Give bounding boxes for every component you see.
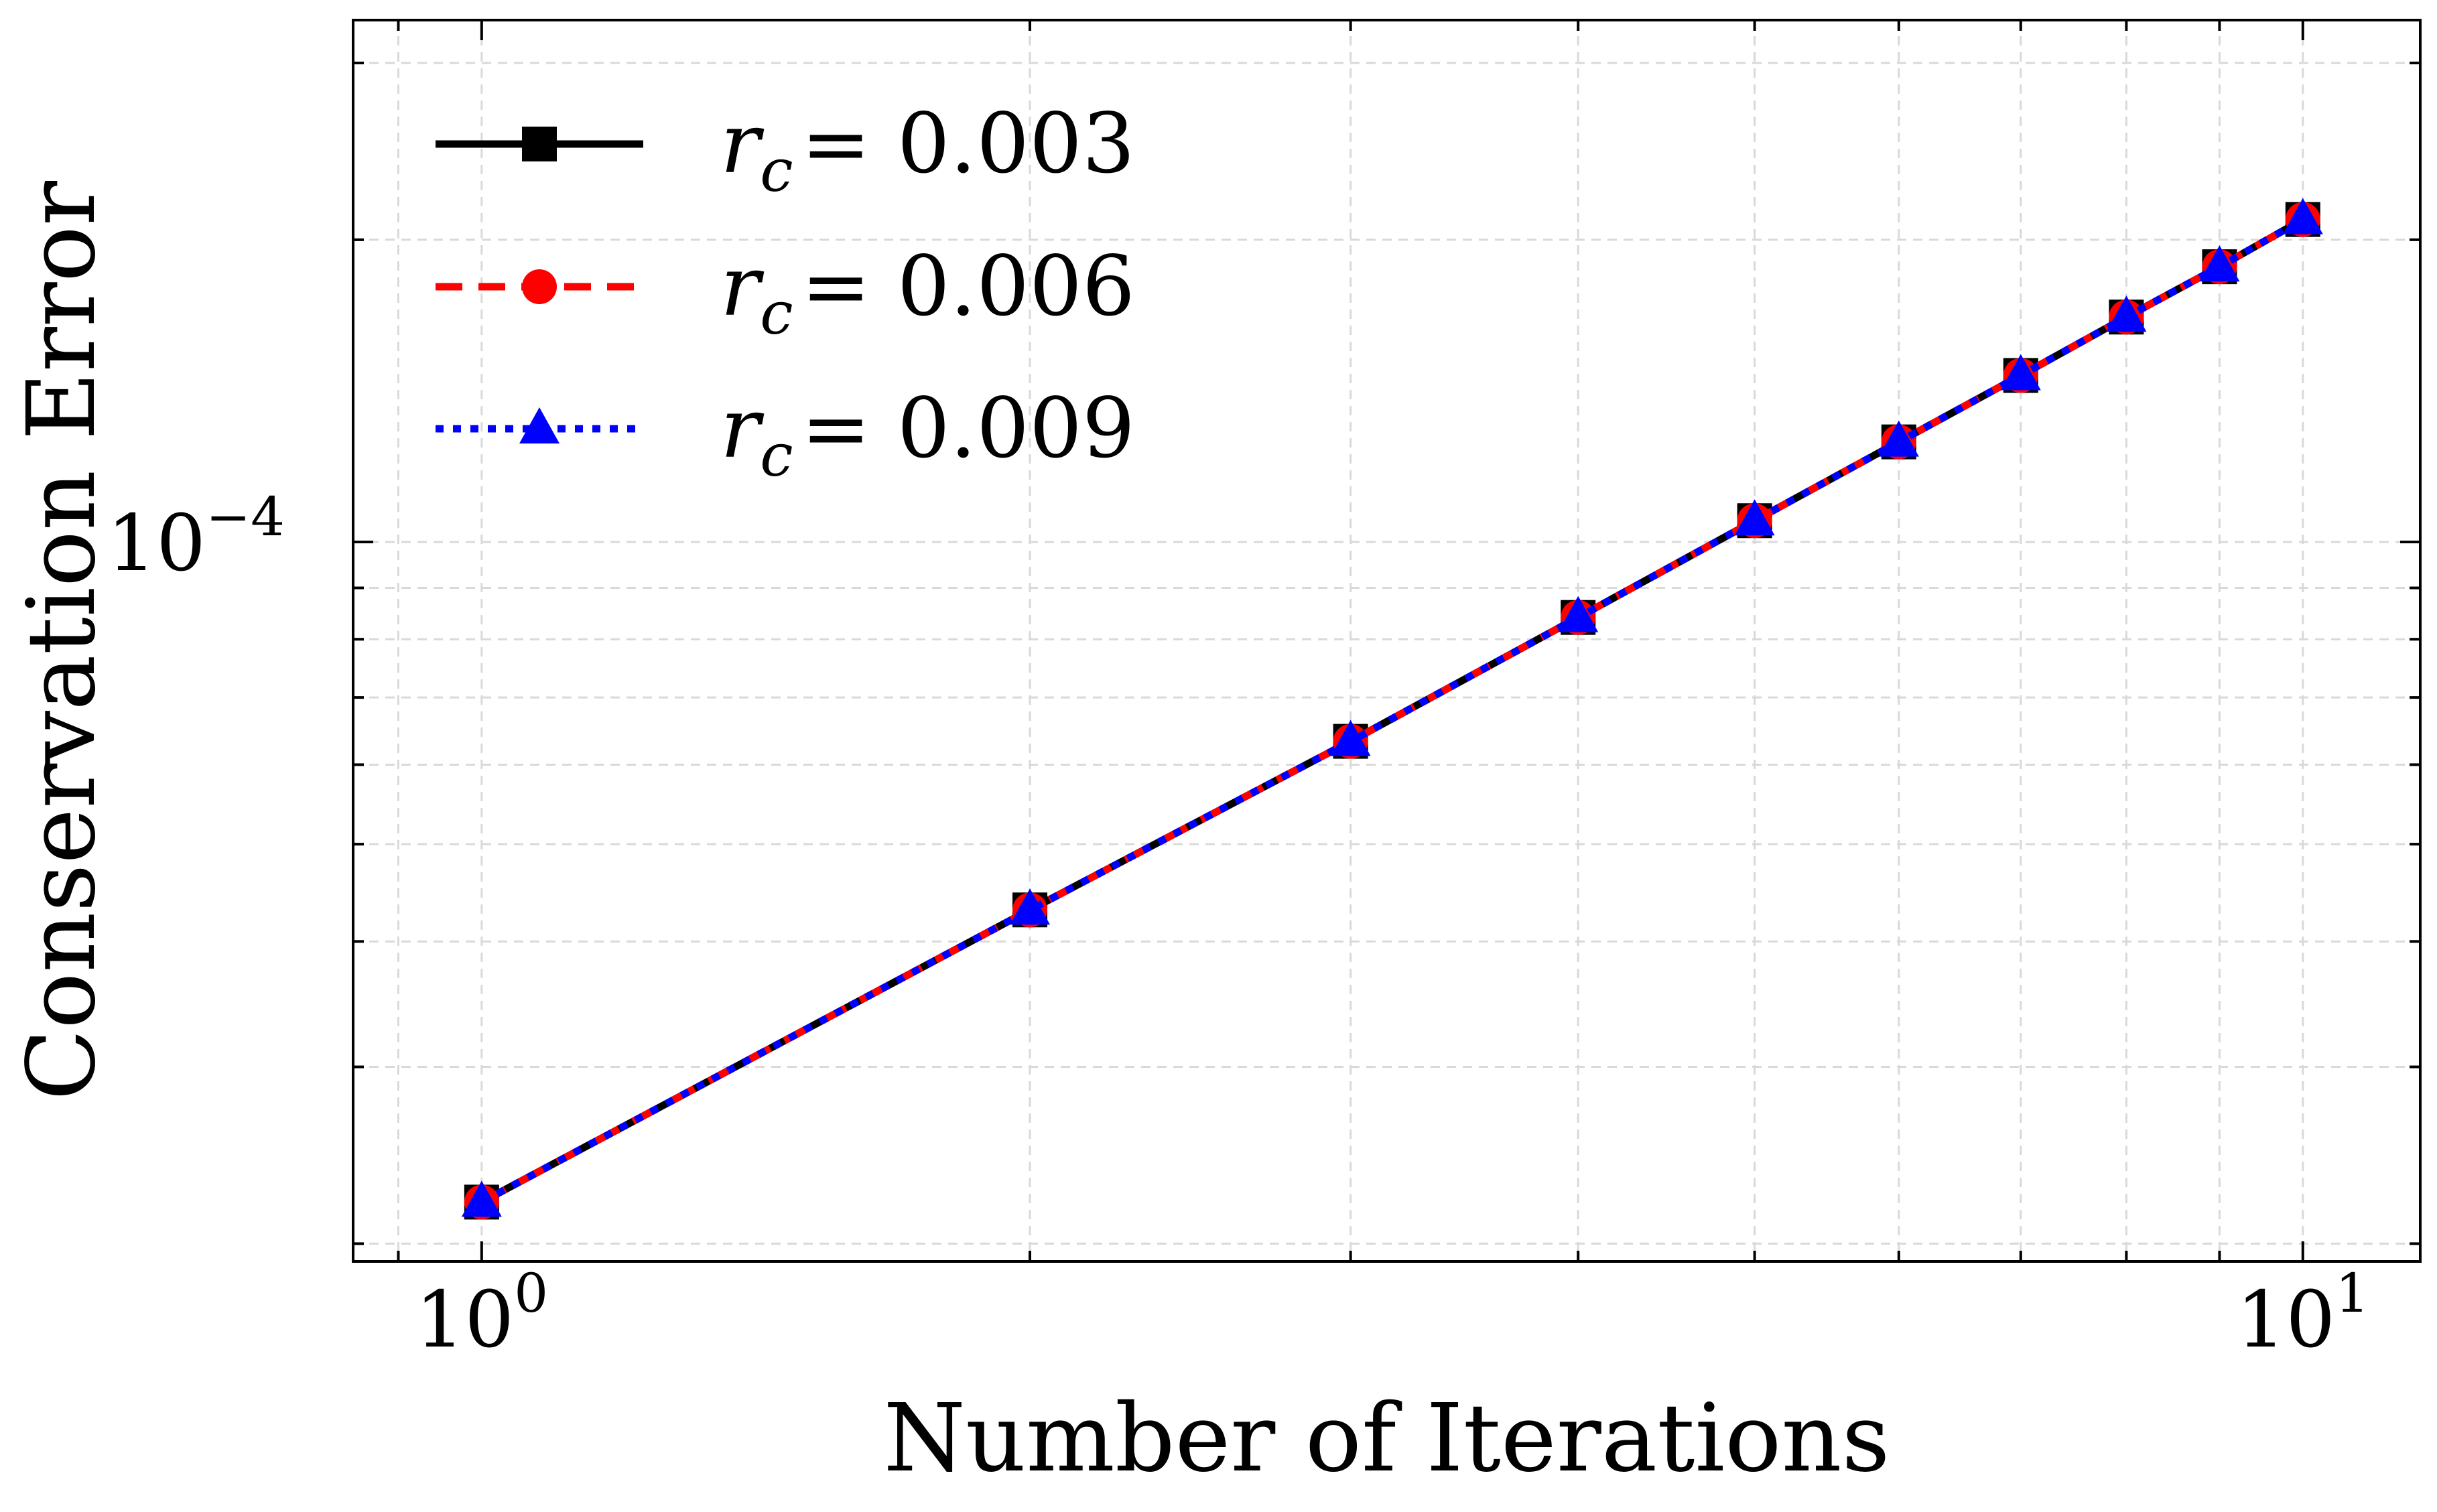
triangle-marker	[519, 407, 559, 443]
grid	[353, 20, 2420, 1261]
triangle-marker	[461, 1180, 502, 1217]
legend-label: rc= 0.003	[720, 96, 1135, 205]
triangle-marker	[1734, 499, 1775, 536]
series-2	[461, 198, 2323, 1217]
x-axis-label: Number of Iterations	[883, 1384, 1890, 1493]
series-layer	[461, 198, 2323, 1220]
circle-marker	[522, 269, 557, 304]
plot-frame	[352, 19, 2422, 1263]
y-tick-label: 10−4	[107, 486, 285, 589]
triangle-marker	[1330, 719, 1371, 756]
ticks	[353, 20, 2420, 1261]
legend: rc= 0.003 rc= 0.006 rc= 0.009	[436, 96, 1135, 490]
triangle-marker	[2106, 295, 2147, 332]
triangle-marker	[1558, 596, 1599, 632]
triangle-marker	[2282, 198, 2323, 234]
y-axis-label: Conservation Error	[7, 181, 117, 1101]
series-line	[480, 216, 2305, 1206]
legend-label: rc= 0.006	[720, 238, 1135, 348]
triangle-marker	[1878, 420, 1919, 457]
x-tick-label: 101	[2237, 1262, 2370, 1365]
series-line	[480, 216, 2305, 1206]
triangle-marker	[2199, 245, 2240, 282]
square-marker	[522, 127, 557, 161]
tick-labels: 100 101 10−4	[107, 486, 2369, 1365]
x-tick-label: 100	[415, 1262, 549, 1365]
triangle-marker	[2000, 354, 2041, 391]
legend-label: rc= 0.009	[720, 381, 1135, 490]
triangle-marker	[1010, 888, 1051, 925]
